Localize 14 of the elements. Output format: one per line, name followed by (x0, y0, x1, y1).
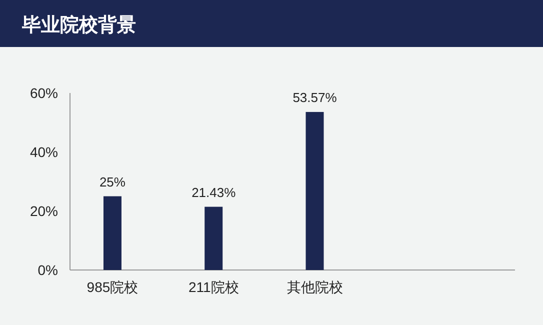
x-tick-label: 211院校 (188, 279, 239, 295)
data-label: 53.57% (292, 90, 338, 105)
x-tick-label: 其他院校 (286, 279, 343, 295)
bar (306, 112, 324, 270)
chart-title: 毕业院校背景 (21, 14, 136, 36)
y-tick-label: 40% (30, 144, 58, 160)
bar (103, 196, 122, 270)
bar (204, 206, 223, 270)
data-label: 25% (99, 174, 126, 190)
x-tick-label: 985院校 (86, 279, 138, 295)
y-tick-label: 60% (30, 85, 58, 101)
y-tick-label: 20% (30, 203, 58, 219)
y-tick-label: 0% (38, 262, 58, 278)
data-label: 21.43% (192, 184, 236, 200)
